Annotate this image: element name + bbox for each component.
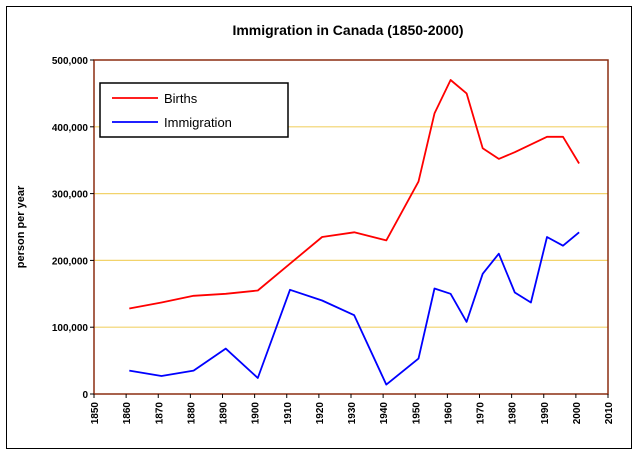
x-tick-label: 1880 xyxy=(186,402,197,425)
y-axis-ticks: 0 100,000 200,000 300,000 400,000 500,000 xyxy=(52,56,94,401)
x-tick-label: 1870 xyxy=(154,402,165,425)
x-tick-label: 1980 xyxy=(508,402,519,425)
x-tick-label: 1990 xyxy=(540,402,551,425)
x-tick-label: 2010 xyxy=(604,402,615,425)
legend-label-immigration: Immigration xyxy=(164,115,232,130)
y-tick-label: 400,000 xyxy=(52,123,89,134)
x-tick-label: 1860 xyxy=(122,402,133,425)
y-tick-label: 0 xyxy=(82,390,88,401)
x-tick-label: 1910 xyxy=(283,402,294,425)
x-tick-label: 1960 xyxy=(443,402,454,425)
y-tick-label: 500,000 xyxy=(52,56,89,67)
series-line-births xyxy=(129,79,580,310)
x-tick-label: 1930 xyxy=(347,402,358,425)
x-tick-label: 1920 xyxy=(315,402,326,425)
x-tick-label: 1900 xyxy=(251,402,262,425)
legend-label-births: Births xyxy=(164,91,198,106)
chart-title: Immigration in Canada (1850-2000) xyxy=(232,22,463,38)
legend-box xyxy=(99,82,289,138)
x-tick-label: 2000 xyxy=(572,402,583,425)
x-axis-ticks: 1850 1860 1870 1880 1890 1900 1910 1920 1930 1940… xyxy=(90,394,615,424)
x-tick-label: 1950 xyxy=(411,402,422,425)
y-tick-label: 200,000 xyxy=(52,256,89,267)
x-tick-label: 1940 xyxy=(379,402,390,425)
y-axis-label: person per year xyxy=(15,185,27,268)
x-tick-label: 1970 xyxy=(476,402,487,425)
series-line-immigration xyxy=(129,231,580,386)
series-layer xyxy=(129,79,580,386)
x-tick-label: 1890 xyxy=(219,402,230,425)
legend: Births Immigration xyxy=(99,82,289,138)
y-tick-label: 300,000 xyxy=(52,190,89,201)
gridlines xyxy=(94,126,608,328)
y-tick-label: 100,000 xyxy=(52,323,89,334)
chart-frame xyxy=(6,6,632,449)
x-tick-label: 1850 xyxy=(90,402,101,425)
